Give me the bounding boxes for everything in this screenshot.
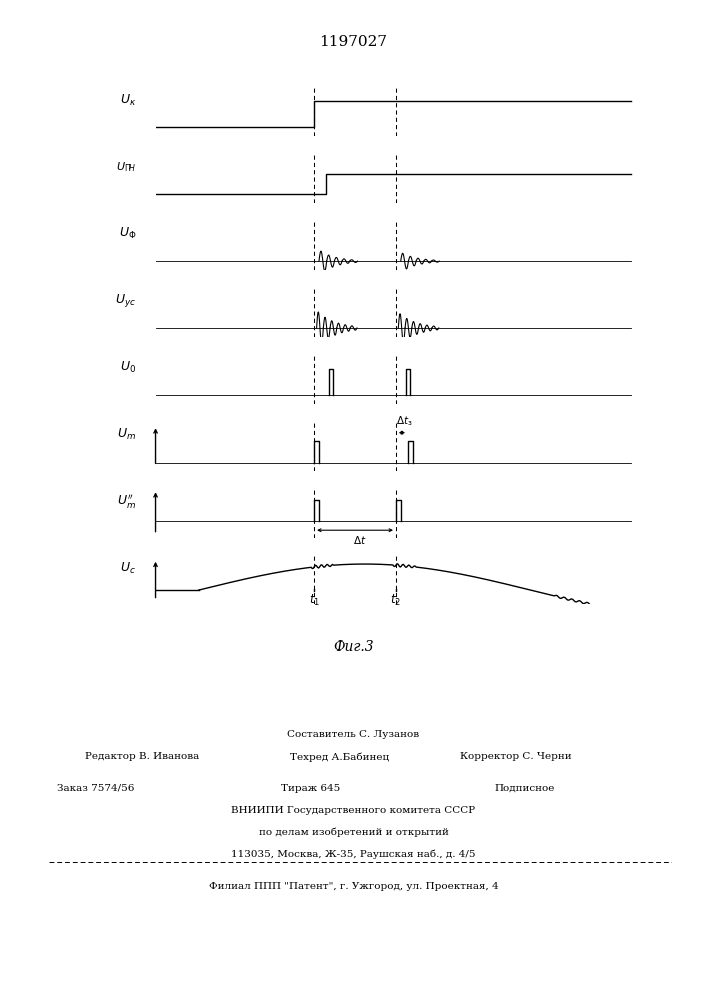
Text: Филиал ППП "Патент", г. Ужгород, ул. Проектная, 4: Филиал ППП "Патент", г. Ужгород, ул. Про…	[209, 882, 498, 891]
Text: $\Delta t_{\mathsf{з}}$: $\Delta t_{\mathsf{з}}$	[396, 415, 413, 428]
Text: $U_{\Phi}$: $U_{\Phi}$	[119, 226, 136, 241]
Text: Редактор В. Иванова: Редактор В. Иванова	[85, 752, 199, 761]
Text: $U_{\Pi\!H}$: $U_{\Pi\!H}$	[116, 160, 136, 174]
Text: 1197027: 1197027	[320, 35, 387, 49]
Text: ВНИИПИ Государственного комитета СССР: ВНИИПИ Государственного комитета СССР	[231, 806, 476, 815]
Text: Фиг.3: Фиг.3	[333, 640, 374, 654]
Text: $U_{0}$: $U_{0}$	[120, 360, 136, 375]
Text: 113035, Москва, Ж-35, Раушская наб., д. 4/5: 113035, Москва, Ж-35, Раушская наб., д. …	[231, 850, 476, 859]
Text: $t_1$: $t_1$	[309, 593, 320, 608]
Text: $U_{yc}$: $U_{yc}$	[115, 292, 136, 309]
Text: Корректор С. Черни: Корректор С. Черни	[460, 752, 571, 761]
Text: Техред А.Бабинец: Техред А.Бабинец	[290, 752, 389, 762]
Text: $U_{m}$: $U_{m}$	[117, 427, 136, 442]
Text: $U_{\kappa}$: $U_{\kappa}$	[120, 93, 136, 108]
Text: $U_{c}$: $U_{c}$	[120, 561, 136, 576]
Text: Заказ 7574/56: Заказ 7574/56	[57, 784, 134, 793]
Text: Тираж 645: Тираж 645	[281, 784, 341, 793]
Text: $\Delta t$: $\Delta t$	[353, 534, 367, 546]
Text: $t_2$: $t_2$	[390, 593, 402, 608]
Text: Подписное: Подписное	[495, 784, 555, 793]
Text: Составитель С. Лузанов: Составитель С. Лузанов	[288, 730, 419, 739]
Text: по делам изобретений и открытий: по делам изобретений и открытий	[259, 828, 448, 837]
Text: $U_{m}''$: $U_{m}''$	[117, 492, 136, 510]
